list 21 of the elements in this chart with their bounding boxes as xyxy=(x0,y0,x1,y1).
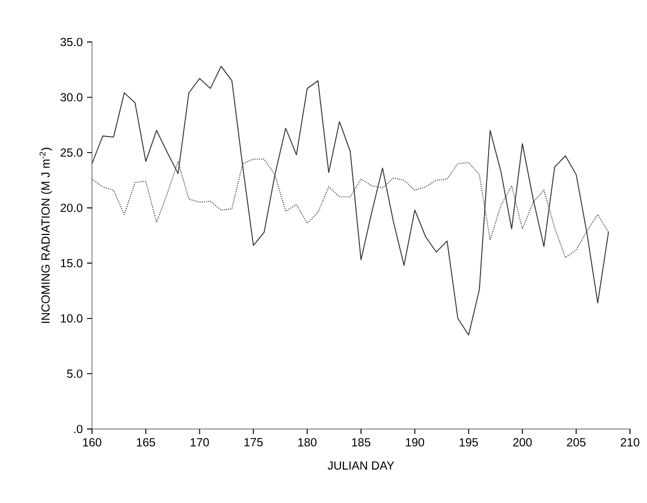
x-tick-label: 170 xyxy=(190,438,209,446)
y-tick-label: 30.0 xyxy=(60,93,82,102)
y-tick-label: 10.0 xyxy=(60,314,82,323)
x-tick-label: 195 xyxy=(460,438,478,446)
x-axis-title: JULIAN DAY xyxy=(328,462,394,470)
x-tick-label: 185 xyxy=(352,438,370,446)
x-tick-label: 210 xyxy=(620,438,640,446)
x-tick-label: 175 xyxy=(244,438,263,446)
y-tick-label: 20.0 xyxy=(60,204,82,212)
y-tick-label: .0 xyxy=(74,424,82,434)
x-tick-label: 200 xyxy=(513,438,532,446)
x-tick-label: 165 xyxy=(136,438,156,446)
x-tick-label: 160 xyxy=(83,438,102,446)
y-tick-label: 15.0 xyxy=(60,259,82,268)
y-tick-label: 35.0 xyxy=(60,38,82,46)
x-tick-label: 205 xyxy=(567,438,586,446)
y-tick-label: 25.0 xyxy=(60,148,82,157)
x-tick-label: 190 xyxy=(406,438,424,446)
y-tick-label: 5.0 xyxy=(67,370,82,378)
x-tick-label: 180 xyxy=(298,438,317,446)
y-axis-title: INCOMING RADIATION (M J m$^{-2}$) xyxy=(40,148,52,323)
